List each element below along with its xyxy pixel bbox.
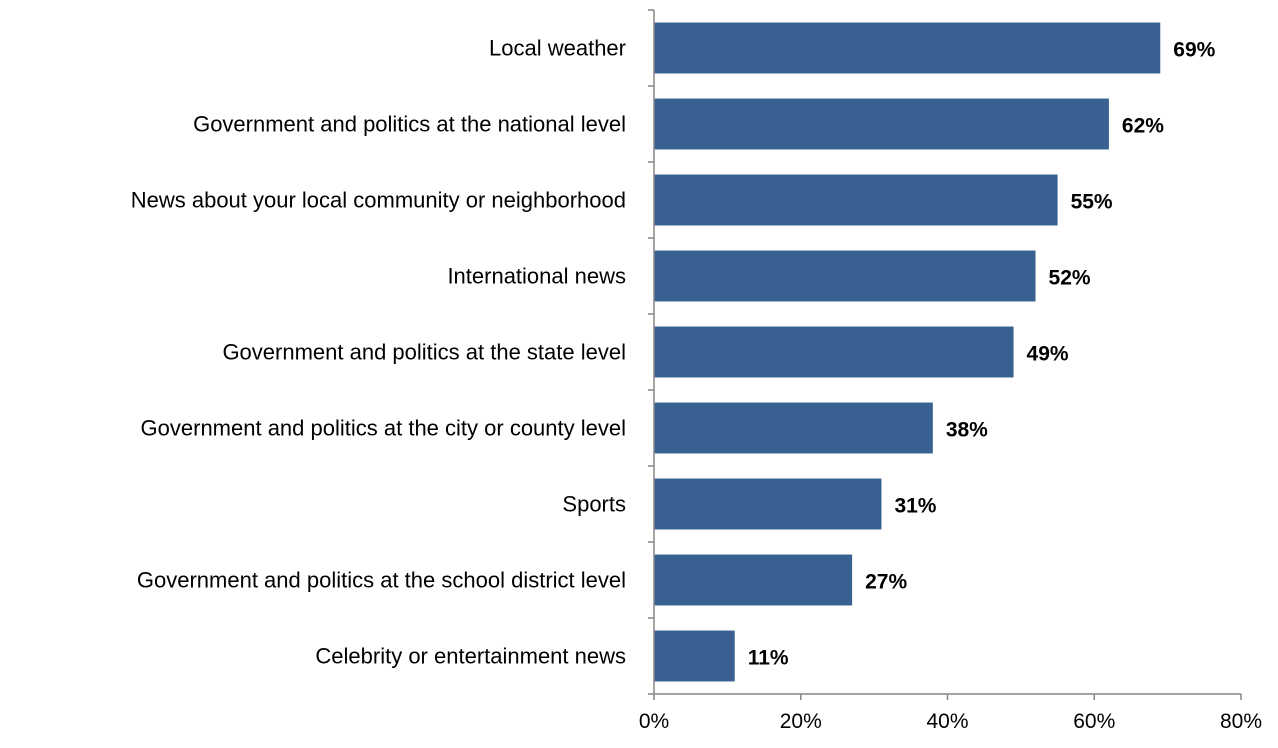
category-label: Government and politics at the school di… xyxy=(137,568,626,593)
x-tick-label: 60% xyxy=(1073,710,1115,733)
category-label: Government and politics at the city or c… xyxy=(141,416,626,441)
x-tick-label: 0% xyxy=(639,710,669,733)
bar xyxy=(654,98,1109,150)
bar xyxy=(654,22,1161,74)
category-label: Government and politics at the national … xyxy=(193,112,626,137)
data-label: 62% xyxy=(1122,115,1164,138)
data-label: 49% xyxy=(1027,343,1069,366)
x-tick-label: 20% xyxy=(780,710,822,733)
data-label: 55% xyxy=(1071,191,1113,214)
axes-group xyxy=(648,9,1242,700)
bar xyxy=(654,554,853,606)
category-label: Local weather xyxy=(489,36,626,61)
category-label: International news xyxy=(447,264,626,289)
data-label: 69% xyxy=(1173,39,1215,62)
data-label: 31% xyxy=(894,495,936,518)
category-label: Government and politics at the state lev… xyxy=(222,340,626,365)
bar xyxy=(654,478,882,530)
category-label: Sports xyxy=(562,492,626,517)
data-label: 38% xyxy=(946,419,988,442)
bar xyxy=(654,250,1036,302)
bar xyxy=(654,174,1058,226)
category-label: News about your local community or neigh… xyxy=(131,188,626,213)
bar xyxy=(654,630,735,682)
bars-group xyxy=(654,22,1161,682)
data-label: 27% xyxy=(865,571,907,594)
data-label: 11% xyxy=(748,647,789,670)
data-label: 52% xyxy=(1049,267,1091,290)
x-tick-label: 40% xyxy=(926,710,968,733)
labels-group: Local weather 69% Government and politics … xyxy=(131,36,1262,734)
x-tick-label: 80% xyxy=(1220,710,1262,733)
bar xyxy=(654,326,1014,378)
category-label: Celebrity or entertainment news xyxy=(315,644,626,669)
bar xyxy=(654,402,933,454)
